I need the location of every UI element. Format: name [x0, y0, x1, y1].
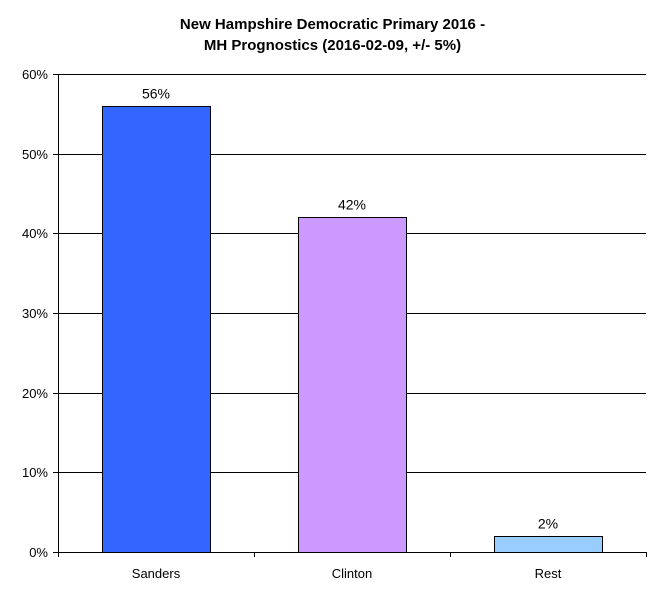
chart-title-line-1: New Hampshire Democratic Primary 2016 - [179, 16, 486, 33]
bar-sanders [102, 106, 211, 553]
y-tick-label-60: 60% [22, 67, 48, 82]
data-label-clinton: 42% [338, 197, 366, 213]
y-tick-label-40: 40% [22, 226, 48, 241]
x-tick-label-clinton: Clinton [332, 566, 372, 581]
bar-rest [494, 536, 603, 553]
y-tick-label-10: 10% [22, 465, 48, 480]
bars [102, 106, 603, 553]
y-tick-label-0: 0% [29, 545, 48, 560]
y-tick-label-20: 20% [22, 386, 48, 401]
chart-title: New Hampshire Democratic Primary 2016 - … [0, 14, 665, 56]
x-tick-label-sanders: Sanders [132, 566, 181, 581]
y-tick-label-30: 30% [22, 306, 48, 321]
data-label-sanders: 56% [142, 86, 170, 102]
data-label-rest: 2% [538, 516, 558, 532]
labels: 0% 10% 20% 30% 40% 50% 60% 56% Sanders 42% Clinton… [22, 67, 562, 581]
axes [53, 74, 647, 557]
bar-clinton [298, 217, 407, 553]
y-tick-label-50: 50% [22, 147, 48, 162]
x-tick-label-rest: Rest [535, 566, 562, 581]
chart-title-line-2: MH Prognostics (2016-02-09, +/- 5%) [203, 37, 462, 54]
